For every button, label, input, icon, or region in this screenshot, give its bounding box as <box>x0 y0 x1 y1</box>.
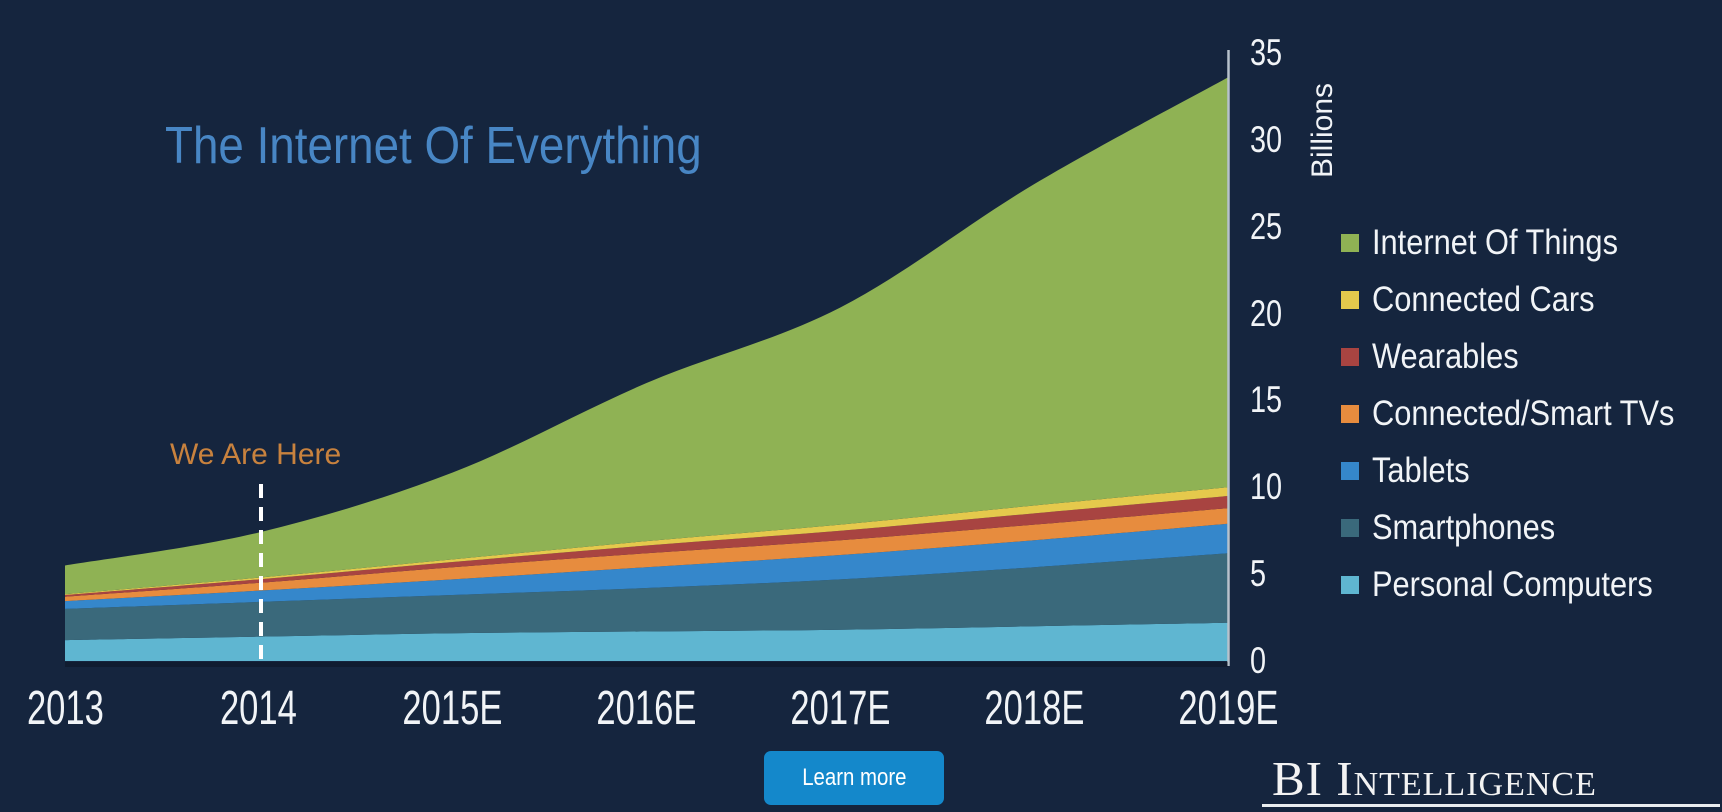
area-internet-of-things <box>65 77 1228 595</box>
legend-item-personal-computers: Personal Computers <box>1341 556 1716 613</box>
legend-item-connected-cars: Connected Cars <box>1341 271 1716 328</box>
legend-swatch-connected-smart-tvs <box>1341 404 1359 423</box>
legend-item-internet-of-things: Internet Of Things <box>1341 214 1716 271</box>
legend-item-tablets: Tablets <box>1341 442 1716 499</box>
chart-baseline-shadow <box>65 662 1228 667</box>
legend-swatch-tablets <box>1341 461 1359 480</box>
y-tick-label: 25 <box>1250 205 1283 247</box>
learn-more-label: Learn more <box>801 764 907 791</box>
we-are-here-label: We Are Here <box>170 438 341 472</box>
y-tick-5: 5 <box>1250 551 1340 597</box>
area-wearables <box>65 495 1228 597</box>
legend-swatch-internet-of-things <box>1341 233 1359 252</box>
legend-item-smartphones: Smartphones <box>1341 499 1716 556</box>
brand-logo-text: BI Intelligence <box>1272 751 1597 806</box>
legend-swatch-wearables <box>1341 347 1359 366</box>
x-tick-label: 2016E <box>596 682 697 735</box>
y-tick-15: 15 <box>1250 377 1340 423</box>
x-tick-label: 2017E <box>790 682 891 735</box>
legend-item-connected-smart-tvs: Connected/Smart TVs <box>1341 385 1716 442</box>
y-tick-35: 35 <box>1250 30 1340 76</box>
x-tick-label: 2013 <box>26 682 104 735</box>
legend-label: Internet Of Things <box>1372 222 1618 262</box>
y-tick-label: 5 <box>1250 553 1267 595</box>
y-tick-label: 0 <box>1250 640 1267 681</box>
area-tablets <box>65 523 1228 609</box>
y-tick-label: 30 <box>1250 118 1283 160</box>
x-tick-label: 2018E <box>984 682 1085 735</box>
legend-swatch-smartphones <box>1341 518 1359 537</box>
learn-more-button[interactable]: Learn more <box>764 751 944 805</box>
legend-swatch-connected-cars <box>1341 290 1359 309</box>
chart-legend: Internet Of Things Connected Cars Wearable… <box>1341 214 1716 613</box>
area-series-group <box>65 77 1228 661</box>
area-connected-smart-tvs <box>65 508 1228 602</box>
x-tick-2015e: 2015E <box>343 684 563 734</box>
y-tick-30: 30 <box>1250 117 1340 163</box>
legend-label: Smartphones <box>1372 507 1556 547</box>
y-tick-20: 20 <box>1250 291 1340 337</box>
we-are-here-text: We Are Here <box>170 438 342 471</box>
x-tick-2016e: 2016E <box>537 684 757 734</box>
legend-swatch-personal-computers <box>1341 575 1359 594</box>
page-title-text: The Internet Of Everything <box>165 117 702 175</box>
area-personal-computers <box>65 622 1228 661</box>
legend-label: Tablets <box>1372 450 1470 490</box>
x-tick-label: 2014 <box>220 682 298 735</box>
brand-logo: BI Intelligence <box>1262 754 1720 807</box>
y-tick-label: 10 <box>1250 466 1283 508</box>
x-tick-2019e: 2019E <box>1118 684 1338 734</box>
y-tick-25: 25 <box>1250 204 1340 250</box>
x-tick-label: 2019E <box>1178 682 1278 735</box>
legend-label: Personal Computers <box>1372 564 1653 604</box>
x-tick-2017e: 2017E <box>730 684 950 734</box>
y-tick-label: 20 <box>1250 292 1283 334</box>
x-tick-2014: 2014 <box>149 684 369 734</box>
y-tick-label: 15 <box>1250 379 1283 421</box>
legend-label: Connected/Smart TVs <box>1372 393 1675 433</box>
page-title: The Internet Of Everything <box>165 116 775 176</box>
x-tick-label: 2015E <box>402 682 503 735</box>
y-tick-0: 0 <box>1250 638 1340 684</box>
y-tick-label: 35 <box>1250 32 1283 73</box>
area-smartphones <box>65 553 1228 641</box>
x-tick-2013: 2013 <box>0 684 175 734</box>
legend-label: Wearables <box>1372 336 1519 376</box>
x-tick-2018e: 2018E <box>924 684 1144 734</box>
legend-item-wearables: Wearables <box>1341 328 1716 385</box>
y-tick-10: 10 <box>1250 464 1340 510</box>
legend-label: Connected Cars <box>1372 279 1595 319</box>
